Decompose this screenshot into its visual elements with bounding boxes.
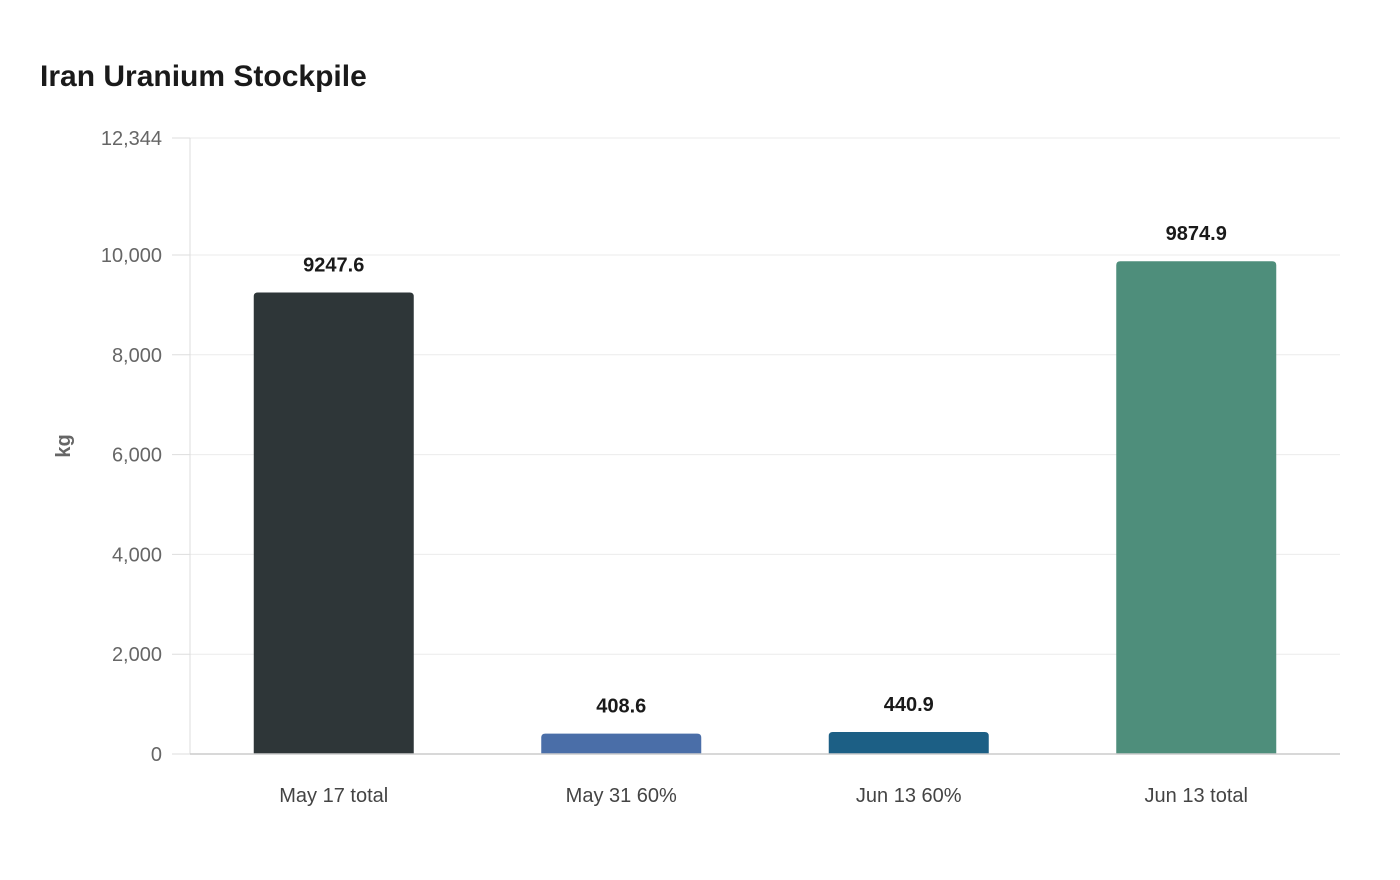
bar xyxy=(541,733,702,754)
data-label: 440.9 xyxy=(884,694,934,716)
bar xyxy=(828,731,989,754)
data-label: 9874.9 xyxy=(1166,223,1227,245)
y-tick-label: 12,344 xyxy=(101,128,162,150)
chart-title: Iran Uranium Stockpile xyxy=(40,60,367,93)
y-tick-label: 2,000 xyxy=(112,644,162,666)
data-labels: 9247.6 408.6 440.9 9874.9 xyxy=(303,223,1227,717)
data-label: 9247.6 xyxy=(303,255,364,277)
bars xyxy=(253,261,1277,754)
x-tick-label: Jun 13 60% xyxy=(856,785,962,807)
y-tick-label: 0 xyxy=(151,744,162,766)
y-axis-label: kg xyxy=(53,434,75,457)
y-axis-ticks: 0 2,000 4,000 6,000 8,000 10,000 12,344 xyxy=(101,128,190,766)
y-tick-label: 10,000 xyxy=(101,245,162,267)
data-label: 408.6 xyxy=(596,696,646,718)
x-tick-label: May 31 60% xyxy=(566,785,677,807)
y-tick-label: 8,000 xyxy=(112,345,162,367)
bar xyxy=(1116,261,1277,754)
x-tick-label: May 17 total xyxy=(279,785,388,807)
category-labels: May 17 total May 31 60% Jun 13 60% Jun 13 t… xyxy=(279,785,1248,807)
bar xyxy=(253,292,414,754)
y-tick-label: 6,000 xyxy=(112,445,162,467)
y-tick-label: 4,000 xyxy=(112,544,162,566)
x-tick-label: Jun 13 total xyxy=(1145,785,1248,807)
